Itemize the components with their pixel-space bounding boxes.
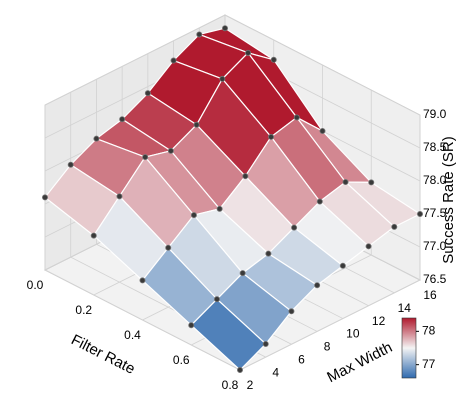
- data-point: [188, 322, 195, 329]
- data-point: [167, 147, 174, 154]
- grid-line: [239, 279, 421, 371]
- data-point: [316, 198, 323, 205]
- z-tick-label: 78.5: [423, 140, 447, 154]
- data-point: [165, 244, 172, 251]
- data-point: [93, 135, 100, 142]
- data-point: [236, 366, 243, 373]
- y-tick-label: 14: [398, 301, 412, 315]
- data-point: [293, 114, 300, 121]
- x-tick-label: 0.4: [124, 328, 141, 342]
- y-tick-label: 2: [247, 378, 254, 392]
- data-point: [391, 223, 398, 230]
- data-point: [196, 31, 203, 38]
- data-point: [268, 133, 275, 140]
- data-point: [67, 161, 74, 168]
- data-point: [242, 173, 249, 180]
- data-point: [314, 282, 321, 289]
- data-point: [193, 121, 200, 128]
- data-point: [239, 270, 246, 277]
- data-point: [90, 232, 97, 239]
- grid-line: [224, 14, 421, 116]
- y-tick-label: 4: [272, 365, 279, 379]
- data-point: [116, 193, 123, 200]
- data-point: [339, 262, 346, 269]
- colorbar-tick-label: 77: [422, 357, 436, 371]
- y-tick-label: 12: [372, 314, 386, 328]
- z-tick-label: 77.0: [423, 239, 447, 253]
- grid-line: [44, 14, 226, 106]
- z-axis-label: Success Rate (SR): [440, 136, 457, 264]
- data-point: [42, 194, 49, 201]
- data-point: [139, 277, 146, 284]
- data-point: [216, 205, 223, 212]
- x-tick-label: 0.0: [27, 278, 44, 292]
- data-point: [190, 212, 197, 219]
- data-point: [262, 340, 269, 347]
- grid-line: [44, 269, 241, 371]
- data-point: [221, 25, 228, 32]
- data-point: [245, 49, 252, 56]
- data-point: [342, 179, 349, 186]
- z-tick-label: 78.0: [423, 173, 447, 187]
- data-point: [213, 296, 220, 303]
- data-point: [142, 154, 149, 161]
- x-tick-label: 0.6: [173, 353, 190, 367]
- z-tick-label: 77.5: [423, 206, 447, 220]
- data-point: [288, 308, 295, 315]
- data-point: [265, 250, 272, 257]
- data-point: [291, 224, 298, 231]
- x-tick-label: 0.8: [222, 378, 239, 392]
- y-tick-label: 6: [298, 352, 305, 366]
- z-tick-label: 79.0: [423, 107, 447, 121]
- data-point: [319, 127, 326, 134]
- y-tick-label: 10: [346, 327, 360, 341]
- colorbar-tick-label: 78: [422, 324, 436, 338]
- y-tick-label: 8: [324, 340, 331, 354]
- data-point: [416, 210, 423, 217]
- data-point: [219, 75, 226, 82]
- data-point: [368, 179, 375, 186]
- data-point: [119, 116, 126, 123]
- z-tick-label: 76.5: [423, 272, 447, 286]
- y-tick-label: 16: [423, 288, 437, 302]
- x-tick-label: 0.2: [75, 303, 92, 317]
- data-point: [270, 56, 277, 63]
- data-point: [144, 90, 151, 97]
- data-point: [170, 57, 177, 64]
- data-point: [365, 243, 372, 250]
- colorbar: [401, 317, 417, 379]
- y-axis-label: Max Width: [324, 339, 395, 386]
